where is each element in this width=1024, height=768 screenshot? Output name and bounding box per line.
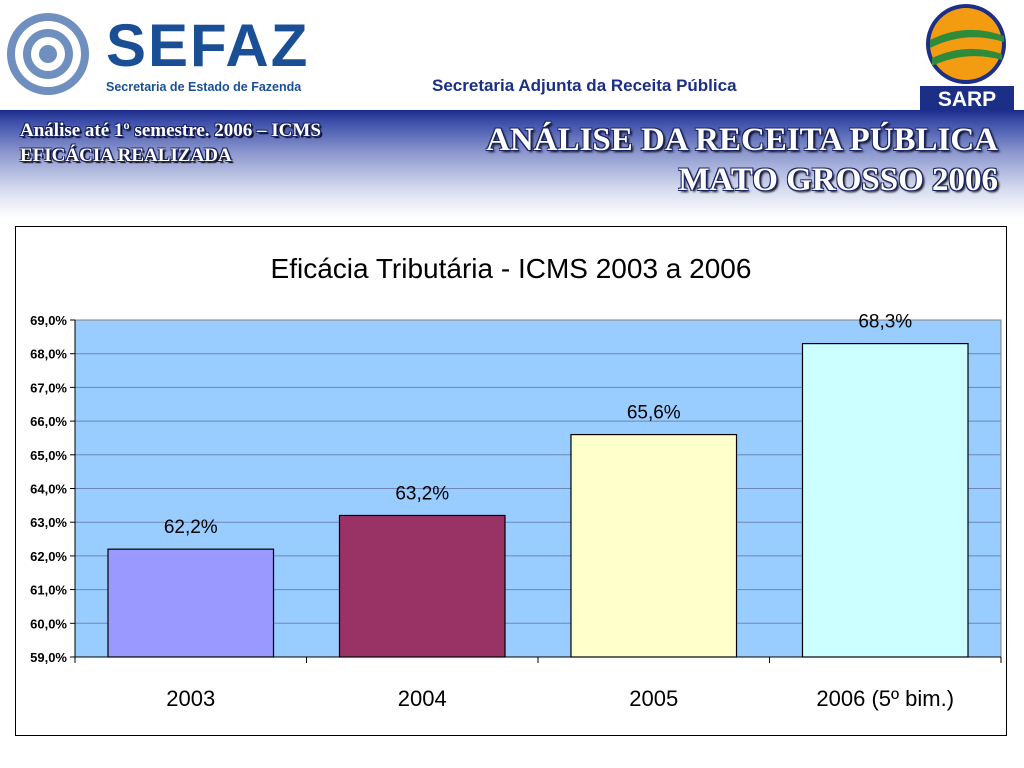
sefaz-logo-subtitle: Secretaria de Estado de Fazenda [106, 80, 302, 94]
y-tick-label: 64,0% [30, 482, 67, 497]
y-tick-label: 63,0% [30, 515, 67, 530]
banner-subtitle: Análise até 1º semestre. 2006 – ICMS EFI… [20, 118, 321, 168]
y-tick-label: 66,0% [30, 414, 67, 429]
y-tick-label: 62,0% [30, 549, 67, 564]
banner-subtitle-line1: Análise até 1º semestre. 2006 – ICMS [20, 120, 321, 141]
data-label: 68,3% [858, 312, 912, 333]
y-tick-label: 68,0% [30, 347, 67, 362]
header: SEFAZ Secretaria de Estado de Fazenda Se… [0, 0, 1024, 110]
sarp-label: SARP [938, 88, 996, 110]
bar-20065bim [801, 342, 969, 658]
x-tick-label: 2003 [166, 686, 215, 711]
y-tick-label: 60,0% [30, 616, 67, 631]
y-tick-label: 67,0% [30, 380, 67, 395]
banner-title-line2: MATO GROSSO 2006 [678, 162, 998, 198]
title-banner [0, 110, 1024, 218]
sefaz-logo-text: SEFAZ [106, 12, 310, 79]
banner-subtitle-line2: EFICÁCIA REALIZADA [20, 145, 232, 166]
data-label: 62,2% [164, 517, 218, 538]
bar-2005 [570, 433, 738, 658]
bar-2003 [107, 548, 275, 658]
y-axis: 59,0% 60,0% 61,0% 62,0% 63,0% 64,0% 65,0% 66,0%… [30, 313, 76, 665]
department-title: Secretaria Adjunta da Receita Pública [432, 76, 737, 95]
y-tick-label: 69,0% [30, 313, 67, 328]
banner-title-line1: ANÁLISE DA RECEITA PÚBLICA [486, 122, 998, 158]
y-tick-label: 59,0% [30, 650, 67, 665]
bars [107, 342, 969, 658]
bar-chart: Eficácia Tributária - ICMS 2003 a 2006 5… [30, 253, 1002, 711]
x-axis: 2003 2004 2005 2006 (5º bim.) [74, 656, 1002, 711]
sefaz-logo [7, 13, 89, 95]
data-label: 63,2% [395, 483, 449, 504]
x-tick-label: 2006 (5º bim.) [816, 686, 954, 711]
data-labels: 62,2% 63,2% 65,6% 68,3% [164, 312, 912, 539]
chart-title: Eficácia Tributária - ICMS 2003 a 2006 [271, 253, 752, 284]
y-tick-label: 65,0% [30, 448, 67, 463]
spiral-icon [7, 13, 89, 95]
sarp-logo: SARP [920, 4, 1014, 110]
x-tick-label: 2004 [398, 686, 447, 711]
banner-title: ANÁLISE DA RECEITA PÚBLICA MATO GROSSO 2… [486, 120, 998, 200]
y-tick-label: 61,0% [30, 583, 67, 598]
bar-2004 [338, 514, 506, 658]
x-tick-label: 2005 [629, 686, 678, 711]
data-label: 65,6% [627, 403, 681, 424]
